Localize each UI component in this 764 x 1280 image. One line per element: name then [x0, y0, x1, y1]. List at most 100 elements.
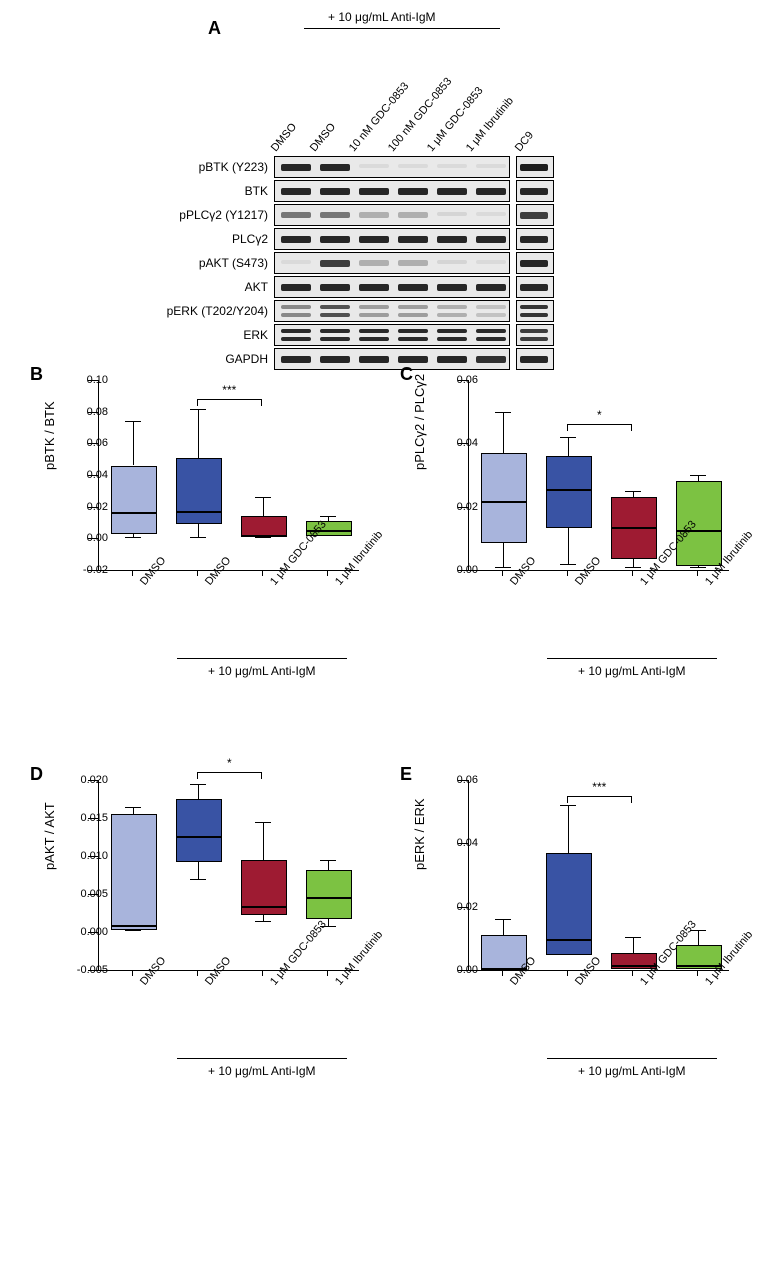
box: [241, 516, 287, 537]
significance-bracket: [197, 772, 262, 773]
blot-strip-dc9: [516, 204, 554, 226]
panel-d: DpAKT / AKT-0.0050.0000.0050.0100.0150.0…: [30, 770, 380, 1080]
blot-rows: pBTK (Y223) BTK pPLCγ2 (Y1217) PLCγ2 pAKT (S…: [150, 155, 630, 370]
y-tick-label: 0.08: [68, 406, 108, 418]
blot-strip-dc9: [516, 180, 554, 202]
y-axis-label: pAKT / AKT: [42, 802, 57, 870]
blot-strip: [274, 300, 510, 322]
blot-row-label: pBTK (Y223): [150, 160, 274, 174]
blot-strip-dc9: [516, 228, 554, 250]
box: [176, 458, 222, 525]
plot-area: [98, 380, 359, 571]
blot-strip-dc9: [516, 156, 554, 178]
box: [111, 814, 157, 930]
significance-bracket: [567, 796, 632, 797]
box: [111, 466, 157, 535]
blot-row-label: pAKT (S473): [150, 256, 274, 270]
blot-strip: [274, 180, 510, 202]
y-tick-label: 0.010: [68, 850, 108, 862]
panel-b: BpBTK / BTK-0.020.000.020.040.060.080.10…: [30, 370, 380, 680]
blot-strip: [274, 228, 510, 250]
stimulation-line: [304, 28, 500, 29]
blot-row-label: BTK: [150, 184, 274, 198]
y-tick-label: 0.00: [438, 564, 478, 576]
blot-row: AKT: [150, 275, 630, 298]
stimulation-bar: [547, 1058, 717, 1059]
y-axis-label: pBTK / BTK: [42, 401, 57, 470]
blot-strip-dc9: [516, 276, 554, 298]
blot-strip: [274, 276, 510, 298]
panel-e: EpERK / ERK0.000.020.040.06DMSODMSO1 μM …: [400, 770, 750, 1080]
blot-row: BTK: [150, 179, 630, 202]
y-tick-label: 0.020: [68, 774, 108, 786]
y-tick-label: 0.06: [68, 437, 108, 449]
blot-column-label: DMSO: [308, 121, 338, 154]
blot-row: pBTK (Y223): [150, 155, 630, 178]
box: [546, 456, 592, 528]
box: [241, 860, 287, 915]
stimulation-label: + 10 μg/mL Anti-IgM: [328, 10, 436, 24]
box: [676, 481, 722, 565]
y-tick-label: 0.06: [438, 774, 478, 786]
stimulation-bar: [177, 658, 347, 659]
y-tick-label: 0.02: [68, 501, 108, 513]
blot-strip-dc9: [516, 348, 554, 370]
blot-strip-dc9: [516, 324, 554, 346]
y-tick-label: 0.015: [68, 812, 108, 824]
plot-area: [98, 780, 359, 971]
y-tick-label: 0.04: [438, 437, 478, 449]
stimulation-bar-label: + 10 μg/mL Anti-IgM: [208, 664, 316, 678]
stimulation-bar-label: + 10 μg/mL Anti-IgM: [578, 664, 686, 678]
box: [306, 870, 352, 919]
significance-stars: *: [227, 756, 232, 770]
box: [546, 853, 592, 955]
y-tick-label: 0.000: [68, 926, 108, 938]
stimulation-bar-label: + 10 μg/mL Anti-IgM: [208, 1064, 316, 1078]
y-tick-label: 0.04: [438, 837, 478, 849]
y-tick-label: 0.06: [438, 374, 478, 386]
panel-e-label: E: [400, 764, 412, 785]
blot-strip: [274, 204, 510, 226]
significance-bracket: [567, 424, 632, 425]
y-tick-label: 0.00: [438, 964, 478, 976]
blot-row-label: PLCγ2: [150, 232, 274, 246]
blot-row: ERK: [150, 323, 630, 346]
blot-strip-dc9: [516, 252, 554, 274]
y-tick-label: 0.005: [68, 888, 108, 900]
y-tick-label: 0.02: [438, 501, 478, 513]
panel-a: + 10 μg/mL Anti-IgM DMSODMSO10 nM GDC-08…: [150, 20, 630, 371]
figure: A + 10 μg/mL Anti-IgM DMSODMSO10 nM GDC-…: [0, 0, 764, 1280]
blot-row-label: GAPDH: [150, 352, 274, 366]
blot-row: pERK (T202/Y204): [150, 299, 630, 322]
blot-strip: [274, 324, 510, 346]
y-tick-label: -0.005: [68, 964, 108, 976]
blot-row: PLCγ2: [150, 227, 630, 250]
y-axis-label: pPLCγ2 / PLCγ2: [412, 374, 427, 470]
y-tick-label: 0.02: [438, 901, 478, 913]
stimulation-bar-label: + 10 μg/mL Anti-IgM: [578, 1064, 686, 1078]
stimulation-bar: [177, 1058, 347, 1059]
blot-row-label: pERK (T202/Y204): [150, 304, 274, 318]
significance-stars: ***: [222, 383, 236, 397]
panel-d-label: D: [30, 764, 43, 785]
blot-strip: [274, 348, 510, 370]
blot-row: GAPDH: [150, 347, 630, 370]
blot-row-label: pPLCγ2 (Y1217): [150, 208, 274, 222]
y-tick-label: 0.04: [68, 469, 108, 481]
blot-row-label: AKT: [150, 280, 274, 294]
blot-strip: [274, 252, 510, 274]
blot-column-label: DMSO: [269, 121, 299, 154]
blot-strip: [274, 156, 510, 178]
blot-header: + 10 μg/mL Anti-IgM DMSODMSO10 nM GDC-08…: [150, 20, 630, 155]
blot-row: pPLCγ2 (Y1217): [150, 203, 630, 226]
blot-strip-dc9: [516, 300, 554, 322]
box: [611, 497, 657, 559]
blot-column-label: DC9: [513, 129, 536, 154]
significance-stars: ***: [592, 780, 606, 794]
panel-c: CpPLCγ2 / PLCγ20.000.020.040.06DMSODMSO1…: [400, 370, 750, 680]
plot-area: [468, 780, 729, 971]
significance-bracket: [197, 399, 262, 400]
blot-row: pAKT (S473): [150, 251, 630, 274]
panel-b-label: B: [30, 364, 43, 385]
stimulation-bar: [547, 658, 717, 659]
